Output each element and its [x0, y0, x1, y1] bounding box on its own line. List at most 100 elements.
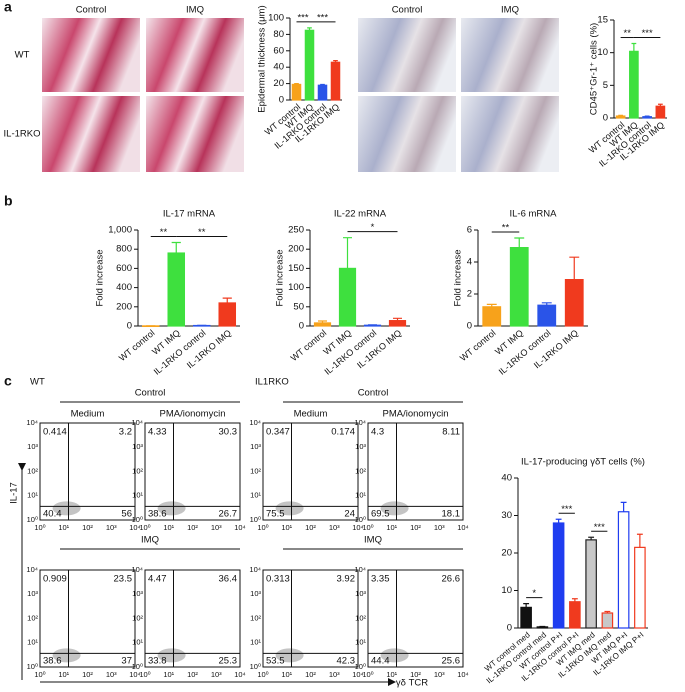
quadrant-value: 26.6 [442, 574, 461, 585]
quadrant-value: 18.1 [442, 509, 461, 520]
bar [338, 267, 357, 327]
x-tick-label: 10⁰ [139, 523, 150, 532]
error-bar [618, 114, 624, 117]
bar [564, 279, 584, 327]
x-tick-label: 10¹ [386, 523, 397, 532]
y-tick-label: 10³ [250, 589, 261, 598]
y-tick-label: 0 [603, 113, 608, 124]
y-tick-label: 50 [293, 301, 304, 312]
x-tick-label: WT control [458, 328, 498, 364]
y-tick-label: 0 [127, 321, 132, 332]
error-bar [644, 115, 650, 117]
bar [601, 612, 614, 629]
panel-label: b [4, 193, 13, 209]
x-tick-label: 10⁰ [34, 523, 45, 532]
error-bar [222, 297, 232, 303]
image [358, 96, 456, 172]
quadrant-value: 4.47 [148, 574, 167, 585]
plot-title: PMA/ionomycin [160, 409, 226, 420]
chart-title: IL-6 mRNA [510, 209, 558, 220]
bar [642, 116, 652, 119]
error-bar [294, 83, 299, 85]
image [42, 18, 140, 92]
event-cloud [380, 648, 409, 663]
quadrant-value: 0.414 [43, 427, 67, 438]
quadrant-value: 4.33 [148, 427, 167, 438]
row-label: WT [15, 50, 30, 61]
y-tick-label: 10¹ [355, 638, 366, 647]
y-axis-label: Fold increase [275, 249, 286, 306]
y-tick-label: 10 [501, 585, 512, 596]
x-tick-label: 10² [187, 523, 198, 532]
event-cloud [275, 501, 304, 516]
plot-frame [367, 569, 464, 668]
quadrant-value: 3.92 [337, 574, 356, 585]
quadrant-value: 42.3 [337, 656, 356, 667]
image [146, 18, 244, 92]
quadrant-value: 40.4 [43, 509, 62, 520]
error-bar [523, 603, 530, 608]
x-tick-label: 10⁴ [457, 523, 469, 532]
quadrant-value: 24 [344, 509, 355, 520]
y-tick-label: 10¹ [250, 638, 261, 647]
quadrant-value: 0.313 [266, 574, 290, 585]
quadrant-value: 0.909 [43, 574, 67, 585]
row-label: IL-1RKO [4, 129, 41, 140]
bar [388, 320, 407, 327]
x-tick-label: 10¹ [386, 670, 397, 679]
flow-y-label: IL-17 [9, 482, 20, 504]
x-tick-label: 10¹ [281, 523, 292, 532]
y-tick-label: 30 [501, 510, 512, 521]
quadrant-value: 36.4 [219, 574, 238, 585]
group-label: WT [30, 377, 45, 388]
quadrant-value: 69.5 [371, 509, 390, 520]
y-tick-label: 0 [467, 321, 472, 332]
significance-label: *** [317, 12, 328, 23]
quadrant-value: 0.347 [266, 427, 290, 438]
y-tick-label: 4 [467, 257, 472, 268]
y-tick-label: 10² [132, 613, 143, 622]
y-tick-label: 10⁴ [26, 565, 38, 574]
y-tick-label: 6 [467, 225, 472, 236]
quadrant-value: 25.6 [442, 656, 461, 667]
error-bar [588, 536, 595, 540]
significance-label: * [371, 222, 375, 233]
significance-label: ** [198, 227, 206, 238]
x-tick-label: 10² [410, 670, 421, 679]
event-cloud [380, 501, 409, 516]
bar [218, 302, 237, 327]
y-tick-label: 10² [355, 466, 366, 475]
plot-frame [262, 569, 359, 668]
error-bar [636, 533, 643, 548]
y-axis-label: Epidermal thickness (μm) [257, 5, 268, 112]
y-tick-label: 5 [603, 80, 608, 91]
significance-label: *** [594, 522, 605, 533]
error-bar [486, 303, 497, 307]
x-tick-label: 10² [305, 670, 316, 679]
bar [167, 252, 186, 327]
y-axis-label: Fold increase [453, 249, 464, 306]
bar [317, 84, 328, 101]
x-tick-label: 10³ [434, 670, 445, 679]
y-tick-label: 100 [288, 282, 304, 293]
quadrant-value: 56 [121, 509, 132, 520]
image [461, 96, 559, 172]
quadrant-value: 3.35 [371, 574, 390, 585]
x-tick-label: 10⁴ [352, 523, 364, 532]
error-bar [604, 610, 611, 613]
x-tick-label: 10⁴ [129, 523, 141, 532]
y-tick-label: 10² [27, 613, 38, 622]
plot-frame [39, 422, 136, 521]
y-tick-label: 10² [27, 466, 38, 475]
y-tick-label: 10³ [132, 442, 143, 451]
x-tick-label: 10⁰ [362, 523, 373, 532]
quadrant-value: 44.4 [371, 656, 390, 667]
y-tick-label: 10⁰ [355, 662, 366, 671]
significance-label: ** [624, 28, 632, 39]
quadrant-value: 26.7 [219, 509, 238, 520]
y-tick-label: 10³ [27, 589, 38, 598]
y-tick-label: 0 [299, 321, 304, 332]
flow-x-label: γδ TCR [396, 678, 428, 689]
y-tick-label: 10² [250, 466, 261, 475]
y-tick-label: 10¹ [355, 491, 366, 500]
